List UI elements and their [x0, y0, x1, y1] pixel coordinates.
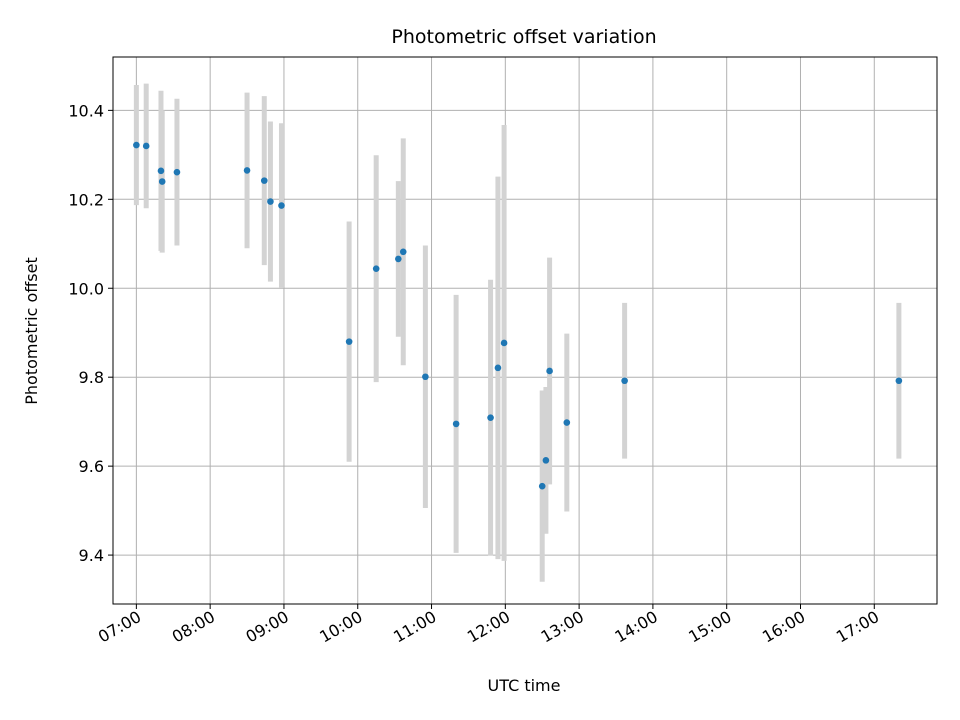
y-axis: 9.4 9.6 9.8 10.0 10.2 10.4: [68, 101, 113, 565]
data-point: [487, 414, 494, 421]
data-point: [399, 248, 407, 256]
data-point: [267, 198, 274, 205]
x-axis: 07:00 08:00 09:00 10:00 11:00 12:00 13:00 14:00…: [95, 604, 882, 647]
data-point: [243, 167, 251, 174]
y-tick-label: 9.4: [79, 546, 104, 565]
data-point: [538, 482, 546, 490]
plot-frame: [112, 56, 938, 605]
data-points: [133, 141, 903, 490]
x-tick-label: 10:00: [316, 607, 365, 647]
data-point: [895, 377, 903, 385]
data-point: [395, 255, 402, 263]
data-point: [494, 364, 502, 372]
x-tick-label: 07:00: [95, 607, 144, 647]
data-point: [372, 265, 380, 272]
x-tick-label: 11:00: [390, 607, 439, 647]
data-point: [452, 420, 460, 428]
data-point: [542, 457, 550, 464]
data-point: [621, 377, 628, 385]
x-tick-label: 09:00: [243, 607, 292, 647]
x-tick-label: 13:00: [538, 607, 587, 647]
grid: [113, 57, 937, 604]
error-bars: [133, 83, 902, 582]
data-point: [422, 373, 429, 381]
y-tick-label: 9.6: [79, 457, 104, 476]
data-point: [345, 338, 353, 345]
x-axis-label: UTC time: [488, 676, 561, 695]
data-point: [260, 177, 268, 184]
data-point: [173, 168, 181, 176]
x-tick-label: 17:00: [833, 607, 882, 647]
y-axis-label: Photometric offset: [22, 257, 41, 405]
y-tick-label: 10.2: [68, 190, 104, 209]
x-tick-label: 12:00: [464, 607, 513, 647]
y-tick-label: 9.8: [79, 368, 104, 387]
x-tick-label: 15:00: [685, 607, 734, 647]
data-point: [157, 167, 165, 175]
data-point: [133, 141, 140, 149]
y-tick-label: 10.4: [68, 101, 104, 120]
data-point: [500, 339, 508, 347]
data-point: [563, 419, 571, 426]
data-point: [278, 202, 285, 209]
x-tick-label: 16:00: [759, 607, 808, 647]
data-point: [546, 367, 553, 375]
y-tick-label: 10.0: [68, 279, 104, 298]
data-point: [158, 178, 166, 185]
x-tick-label: 14:00: [611, 607, 660, 647]
data-point: [142, 142, 150, 150]
chart-title: Photometric offset variation: [391, 26, 656, 48]
x-tick-label: 08:00: [169, 607, 218, 647]
